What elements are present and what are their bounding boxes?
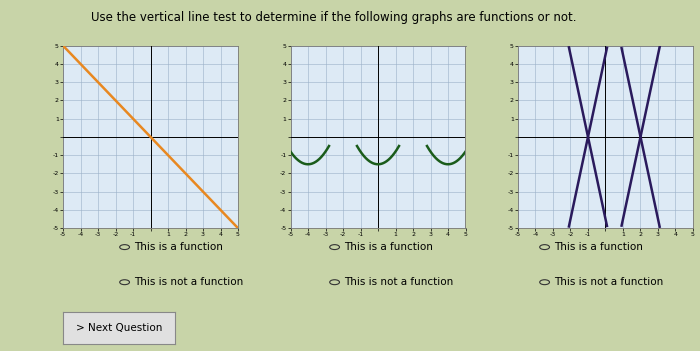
Text: This is not a function: This is not a function: [134, 277, 244, 287]
Text: This is not a function: This is not a function: [554, 277, 664, 287]
Text: This is a function: This is a function: [344, 242, 433, 252]
Text: Use the vertical line test to determine if the following graphs are functions or: Use the vertical line test to determine …: [91, 11, 577, 24]
Text: This is a function: This is a function: [554, 242, 643, 252]
Text: This is a function: This is a function: [134, 242, 223, 252]
Text: > Next Question: > Next Question: [76, 323, 162, 333]
Text: This is not a function: This is not a function: [344, 277, 454, 287]
